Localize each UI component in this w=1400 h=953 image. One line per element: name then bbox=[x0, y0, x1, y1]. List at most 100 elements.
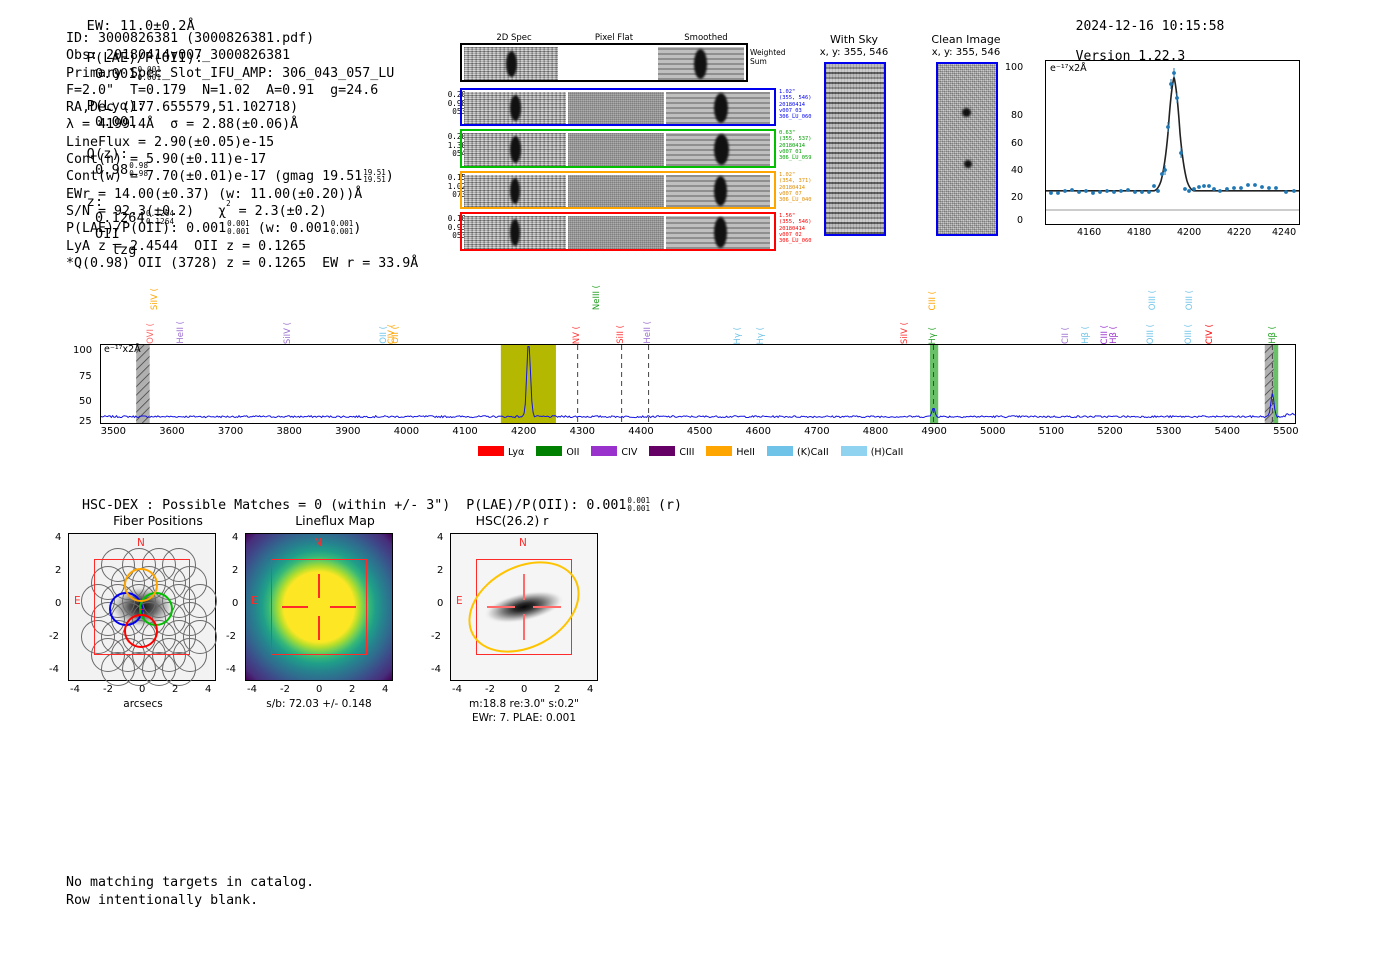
cutout-clean-image[interactable] bbox=[936, 62, 998, 236]
fiber-highlight-orange[interactable] bbox=[124, 568, 158, 602]
info-redshifts: LyA z = 2.4544 OII z = 0.1265 bbox=[66, 238, 307, 254]
spectrum-line-label-heii-2: HeII ( bbox=[175, 321, 186, 344]
montage-col-title-pixelflat: Pixel Flat bbox=[594, 33, 634, 43]
info-cont-w-suffix: ) bbox=[385, 169, 394, 185]
hsc-crosshair-left bbox=[487, 606, 515, 608]
spectrum-xtick-4500: 4500 bbox=[686, 426, 713, 437]
spectrum-line-label-hβ-19: Hβ ( bbox=[1109, 326, 1120, 344]
info-plae-row: P(LAE)/P(OII): 0.0010.001 0.001 (w: 0.001… bbox=[66, 220, 418, 237]
hsc-ytick-0: 0 bbox=[437, 598, 444, 609]
spectrum-line-label-civ-24: CIV ( bbox=[1205, 323, 1216, 344]
spectrum-xtick-5500: 5500 bbox=[1273, 426, 1299, 437]
header-plae-value: 0.001 bbox=[94, 66, 137, 82]
masked-region-blue bbox=[136, 345, 150, 423]
info-plae-mid: (w: 0.001 bbox=[249, 221, 330, 237]
legend-label-kcaii: (K)CaII bbox=[796, 447, 829, 458]
info-wavelength-sigma: λ = 4199.4Å σ = 2.88(±0.06)Å bbox=[66, 117, 299, 133]
hsc-xtick-0: 0 bbox=[521, 684, 528, 695]
row-1-panel[interactable] bbox=[460, 129, 776, 168]
hsc-caption-line1: m:18.8 re:3.0" s:0.2" bbox=[469, 698, 579, 710]
header-plya-value: 0.001 bbox=[94, 114, 137, 130]
spectrum-xtick-3500: 3500 bbox=[100, 426, 127, 437]
cutout-1-subtitle: x, y: 355, 546 bbox=[931, 47, 1001, 58]
fiber-highlight-red[interactable] bbox=[124, 614, 158, 648]
info-cont-n: Cont(n) = 5.90(±0.11)e-17 bbox=[66, 152, 267, 168]
hsc-ytick-4: 4 bbox=[437, 532, 444, 543]
row-0-right-labels: 1.02" (355, 546) 20180414 v007_03 306_LU… bbox=[779, 89, 812, 121]
spectrum-line-labels: OVI (SiIV (HeII (SiIV (OII (OII (CIV (NV… bbox=[100, 272, 1296, 344]
fiber-positions-compass-n: N bbox=[137, 537, 145, 549]
panel-fiber-positions[interactable]: + bbox=[68, 533, 217, 686]
header-plya-label: P(Lyα): bbox=[86, 98, 145, 114]
montage-weighted-sum-row bbox=[460, 43, 748, 82]
weighted-sum-smoothed bbox=[658, 47, 744, 80]
spectrum-line-label-oiii-20: OIII ( bbox=[1146, 323, 1157, 344]
info-obs: Obs: 20180414v007_3000826381 bbox=[66, 48, 291, 64]
row-0-left-labels: 0.20 0.98 053 bbox=[447, 90, 466, 117]
spectrum-ytick-50: 50 bbox=[79, 396, 92, 407]
fiber-circle[interactable] bbox=[162, 652, 197, 686]
lineplot-ytick-100: 100 bbox=[1005, 62, 1024, 73]
spectrum-xtick-4000: 4000 bbox=[393, 426, 420, 437]
spectrum-line-label-hβ-25: Hβ ( bbox=[1267, 326, 1278, 344]
spectrum-unit-label: e⁻¹⁷x2Å bbox=[104, 344, 141, 355]
info-plae-prefix: P(LAE)/P(OII): 0.001 bbox=[66, 221, 227, 237]
row-3-panel[interactable] bbox=[460, 212, 776, 251]
lineflux-crosshair-left bbox=[282, 606, 308, 608]
header-z-label: z: bbox=[86, 194, 104, 210]
hsc-compass-n: N bbox=[519, 537, 527, 549]
info-chi-value: = 2.3(±0.2) bbox=[230, 203, 327, 219]
info-plae-lo2: 0.001 bbox=[330, 227, 354, 237]
spectrum-xtick-3600: 3600 bbox=[159, 426, 185, 437]
legend-swatch-kcaii bbox=[766, 446, 793, 456]
spectrum-xtick-4300: 4300 bbox=[569, 426, 596, 437]
spectrum-xtick-3800: 3800 bbox=[276, 426, 302, 437]
row-0-panel[interactable] bbox=[460, 88, 776, 126]
hsc-crosshair-bottom bbox=[523, 614, 525, 640]
header-z-value: 0.1264 bbox=[94, 210, 145, 226]
lineflux-map-image bbox=[246, 534, 392, 680]
info-lineflux: LineFlux = 2.90(±0.05)e-15 bbox=[66, 134, 275, 150]
full-spectrum-plot[interactable]: e⁻¹⁷x2Å bbox=[100, 344, 1296, 424]
lineplot-ytick-40: 40 bbox=[1011, 165, 1024, 176]
info-plae-hi: 0.001 bbox=[227, 219, 250, 229]
info-ewr: EWr = 14.00(±0.37) (w: 11.00(±0.20))Å bbox=[66, 186, 363, 202]
info-sn-chi2: S/N = 92.3(±0.2) χ2 = 2.3(±0.2) bbox=[66, 199, 418, 220]
lineflux-map-xtick-4: 4 bbox=[382, 684, 389, 695]
lineflux-map-compass-e: E bbox=[251, 595, 258, 607]
spectrum-xtick-4200: 4200 bbox=[510, 426, 537, 437]
hsc-xtick-2: 2 bbox=[554, 684, 561, 695]
fiber-positions-compass-e: E bbox=[74, 595, 81, 607]
hsc-caption-line2: EWr: 7. PLAE: 0.001 bbox=[471, 712, 577, 724]
hsc-dex-prefix: HSC-DEX : Possible Matches = 0 (within +… bbox=[82, 497, 627, 513]
spectrum-line-label-hγ-12: Hγ ( bbox=[755, 326, 766, 344]
header-z-lo: 0.1264 bbox=[145, 217, 175, 226]
lineflux-map-ytick-2: 2 bbox=[232, 565, 239, 576]
cutout-with-sky-image[interactable] bbox=[824, 62, 886, 236]
row-1-right-labels: 0.63" (355, 537) 20180414 v007_01 306_LU… bbox=[779, 130, 812, 162]
cutout-0-title: With Sky bbox=[830, 33, 878, 46]
hsc-xtick--4: -4 bbox=[452, 684, 462, 695]
cutout-0-subtitle: x, y: 355, 546 bbox=[819, 47, 889, 58]
panel-lineflux-map[interactable] bbox=[245, 533, 393, 681]
spectra-montage: 2D Spec Pixel Flat Smoothed bbox=[460, 33, 760, 253]
legend-label-ciii: CIII bbox=[679, 447, 695, 458]
emission-line-plot[interactable]: e⁻¹⁷x2Å bbox=[1045, 60, 1300, 225]
header-plae-label: P(LAE)/P(OII): bbox=[86, 50, 204, 66]
header-qz-label: Q(z): bbox=[86, 146, 129, 162]
lineplot-xtick-4200: 4200 bbox=[1177, 227, 1202, 238]
weighted-sum-label-line2: Sum bbox=[750, 57, 767, 66]
fiber-positions-xtick-4: 4 bbox=[205, 684, 212, 695]
legend-label-heii: HeII bbox=[736, 447, 755, 458]
row-1-left-labels: 0.20 1.30 054 bbox=[447, 132, 466, 159]
header-classification: OII bbox=[94, 226, 120, 242]
fiber-positions-xtick-0: 0 bbox=[139, 684, 146, 695]
info-cont-w-prefix: Cont(w) = 7.70(±0.01)e-17 (gmag 19.51 bbox=[66, 169, 363, 185]
lineflux-crosshair-top bbox=[318, 574, 320, 598]
spectrum-xtick-4900: 4900 bbox=[921, 426, 947, 437]
row-2-panel[interactable] bbox=[460, 171, 776, 209]
panel-hsc-image[interactable] bbox=[450, 533, 598, 681]
fiber-positions-fov-box bbox=[94, 559, 190, 655]
lineflux-crosshair-bottom bbox=[318, 616, 320, 640]
fiber-positions-xtick-2: 2 bbox=[172, 684, 179, 695]
